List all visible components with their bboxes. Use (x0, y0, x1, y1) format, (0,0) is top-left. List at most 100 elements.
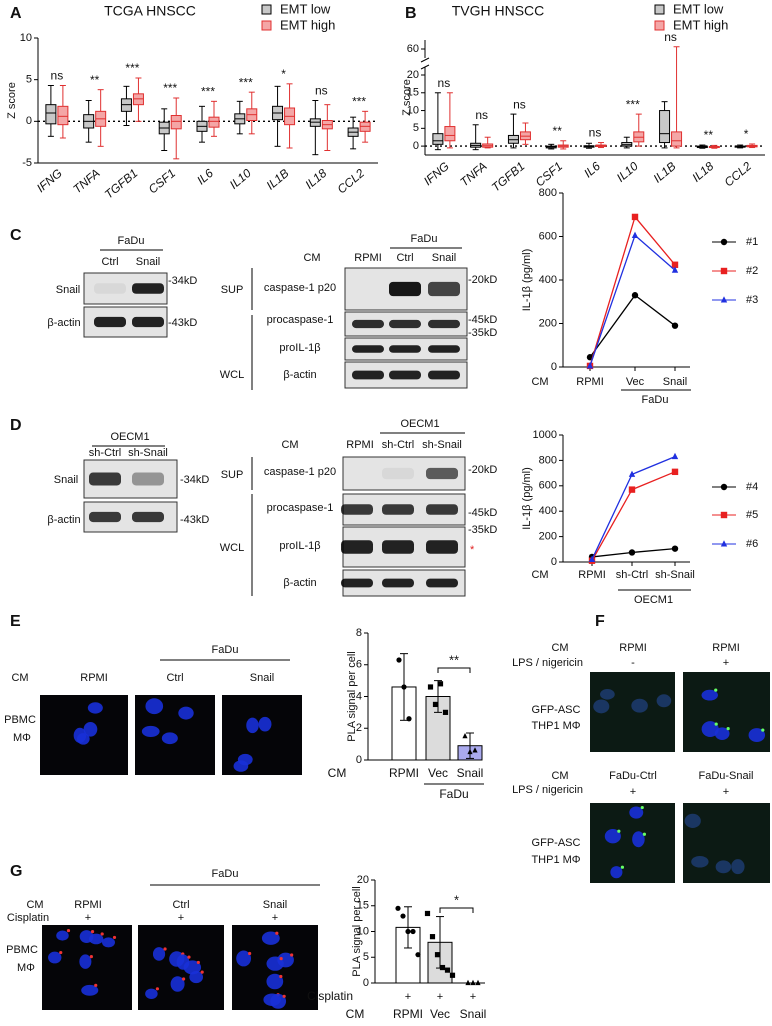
marker (396, 657, 402, 663)
speck (282, 994, 286, 998)
marker (631, 213, 639, 221)
legend-label: #1 (746, 236, 758, 248)
label: Snail (56, 284, 80, 296)
label: 4 (356, 690, 362, 702)
label: PLA signal per cell (346, 651, 358, 742)
blot-band (341, 504, 373, 515)
label: Snail (136, 256, 160, 268)
nucleus (684, 813, 701, 828)
speck (714, 688, 718, 692)
legend-label: #6 (746, 538, 758, 550)
label: IL6 (581, 159, 603, 181)
label: sh-Snail (128, 447, 168, 459)
label: FaDu (118, 235, 145, 247)
speck (761, 728, 765, 732)
legend-label: #5 (746, 509, 758, 521)
marker (720, 511, 728, 519)
marker (720, 267, 728, 275)
marker (462, 732, 468, 739)
speck (100, 932, 104, 936)
line (589, 215, 676, 367)
label: -34kD (180, 474, 209, 486)
nucleus (145, 988, 158, 999)
nucleus (79, 954, 92, 969)
label: -45kD (468, 314, 497, 326)
blot-band (382, 578, 414, 588)
nucleus (73, 727, 87, 744)
nucleus (88, 933, 104, 945)
label: ns (664, 30, 677, 44)
label: ns (589, 126, 602, 140)
label: WCL (220, 369, 244, 381)
label: THP1 MΦ (531, 720, 580, 732)
blot-band (389, 319, 421, 329)
nucleus (691, 855, 709, 868)
label: IFNG (34, 166, 65, 195)
label: 0 (26, 115, 32, 127)
panel-label: D (10, 417, 22, 434)
speck (726, 727, 730, 731)
marker (475, 979, 481, 986)
label: Snail (460, 1007, 487, 1021)
label: * (744, 127, 749, 141)
label: IFNG (421, 159, 452, 188)
box (659, 110, 671, 144)
speck (163, 947, 167, 951)
blot-band (382, 504, 414, 515)
label: 600 (539, 480, 557, 492)
label: FaDu (439, 787, 468, 801)
marker (671, 545, 679, 552)
label: caspase-1 p20 (264, 282, 336, 294)
speck (248, 951, 252, 956)
label: CM (531, 569, 548, 581)
label: GFP-ASC (532, 704, 581, 716)
label: Z score (401, 79, 413, 116)
label: 20 (407, 69, 419, 81)
label: -34kD (168, 275, 197, 287)
label: SUP (221, 284, 244, 296)
nucleus (656, 694, 672, 708)
marker (467, 748, 473, 755)
label: ns (438, 76, 451, 90)
label: 5 (26, 74, 32, 86)
blot-band (426, 467, 458, 480)
blot-band (426, 504, 458, 515)
label: ** (553, 124, 563, 138)
blot-band (428, 281, 460, 297)
label: -35kD (468, 524, 497, 536)
nucleus (610, 866, 623, 879)
label: RPMI (619, 642, 647, 654)
blot-band (89, 511, 121, 523)
speck (155, 987, 160, 991)
speck (181, 977, 186, 981)
label: Ctrl (101, 256, 118, 268)
marker (671, 452, 679, 460)
nucleus (56, 930, 69, 941)
label: Z score (6, 82, 18, 119)
blot-band (428, 370, 460, 380)
marker (631, 231, 639, 238)
label: CM (551, 770, 568, 782)
marker (631, 292, 639, 299)
label: -20kD (468, 274, 497, 286)
label: *** (352, 95, 366, 109)
label: RPMI (578, 569, 606, 581)
label: -43kD (168, 317, 197, 329)
label: FaDu (212, 644, 239, 656)
legend-label: #2 (746, 265, 758, 277)
label: TGFB1 (102, 166, 141, 202)
label: * (470, 544, 475, 556)
marker (410, 928, 416, 935)
label: IL10 (227, 166, 254, 192)
marker (434, 952, 441, 958)
label: RPMI (354, 252, 382, 264)
blot-band (352, 282, 384, 296)
label: CM (26, 899, 43, 911)
label: Vec (626, 376, 645, 388)
panel-label: A (10, 5, 22, 22)
marker (588, 555, 596, 563)
marker (671, 322, 679, 329)
blot-band (132, 511, 164, 523)
legend-label: EMT high (673, 17, 728, 32)
